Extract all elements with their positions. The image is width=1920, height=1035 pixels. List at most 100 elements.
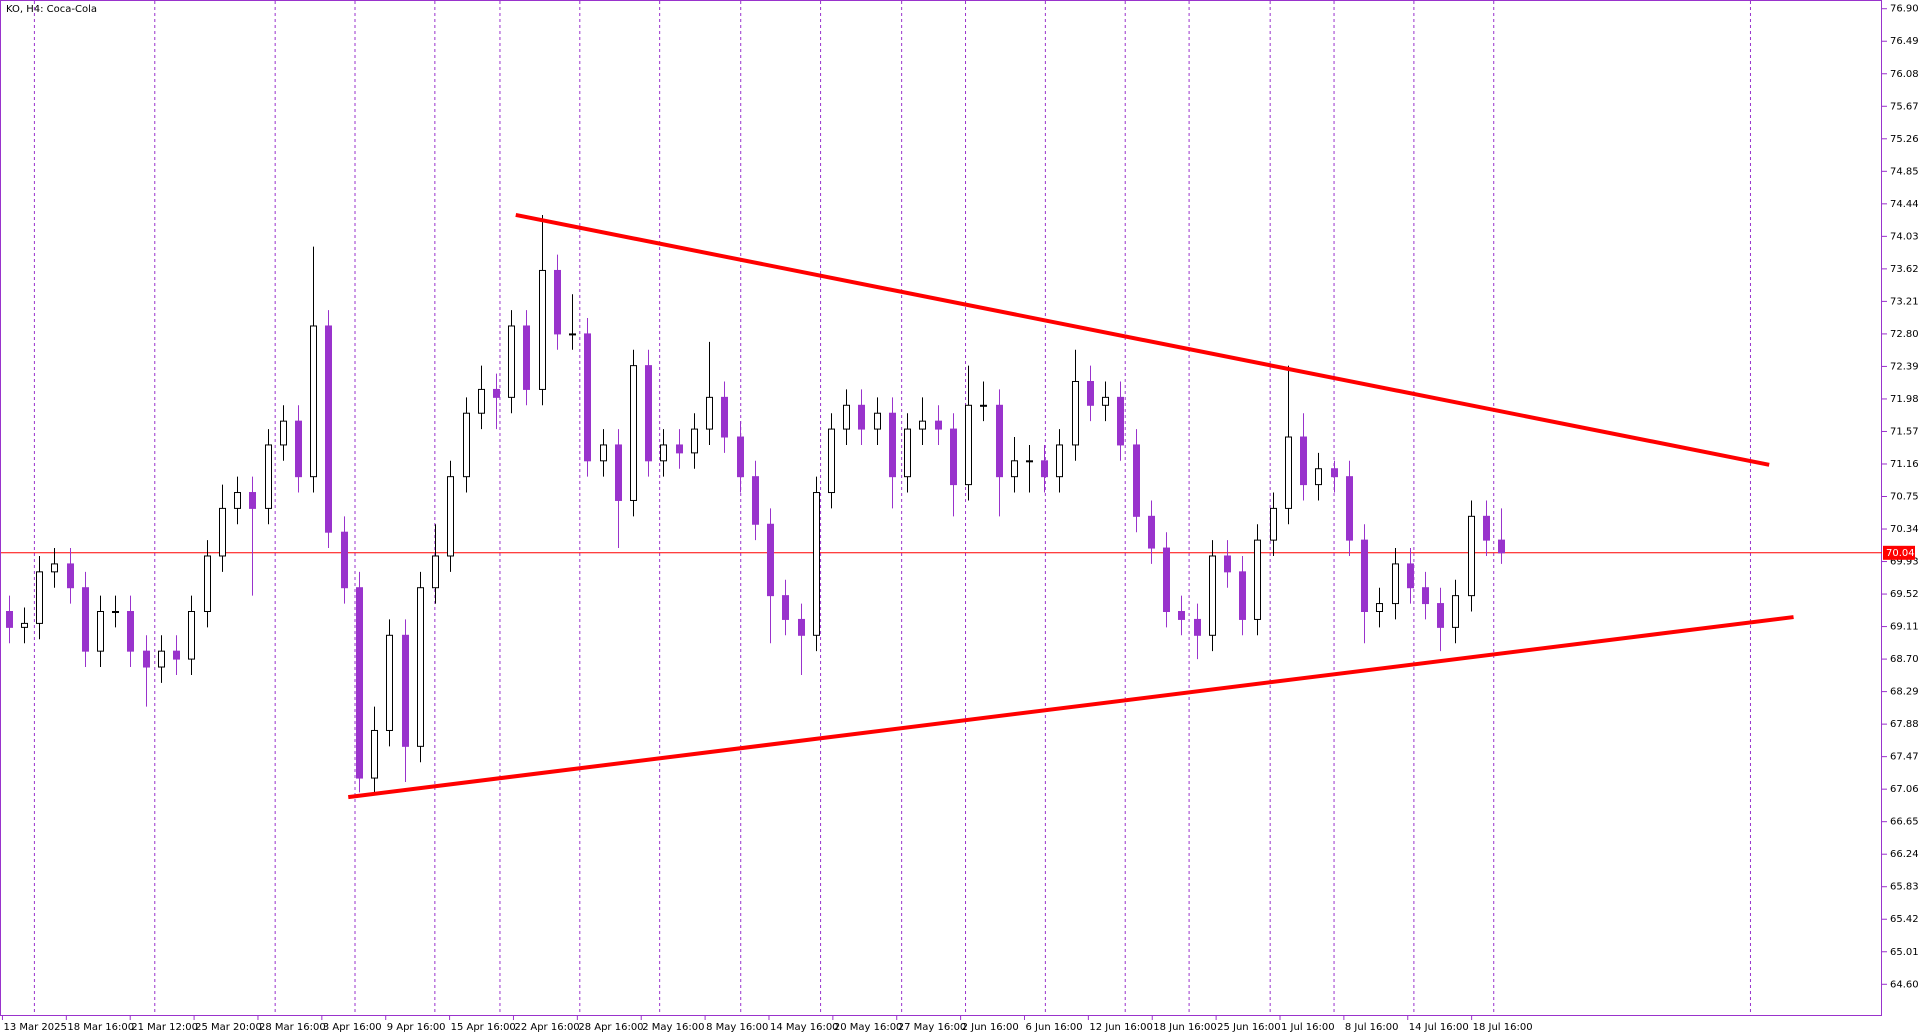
- candle-body: [996, 404, 1003, 478]
- candle-body: [1072, 380, 1079, 446]
- candle-body: [1437, 603, 1444, 628]
- candle-body: [1483, 515, 1490, 541]
- candle-body: [874, 412, 881, 430]
- candle-body: [569, 333, 576, 336]
- candle-body: [737, 436, 744, 478]
- y-tick-label: 71.98: [1890, 394, 1919, 405]
- candle-body: [965, 404, 972, 486]
- candle-body: [843, 404, 850, 430]
- candle-body: [1224, 555, 1231, 573]
- candle-body: [1056, 444, 1063, 478]
- candle-body: [600, 444, 607, 462]
- y-tick-label: 73.21: [1890, 296, 1919, 307]
- candle-body: [1254, 539, 1261, 620]
- y-tick-label: 71.57: [1890, 426, 1919, 437]
- candle-body: [1468, 515, 1475, 597]
- x-tick-label: 8 Jul 16:00: [1345, 1022, 1399, 1033]
- candle-body: [980, 404, 987, 407]
- candle-body: [584, 333, 591, 462]
- candle-body: [173, 650, 180, 660]
- x-tick-label: 25 Mar 20:00: [195, 1022, 262, 1033]
- x-tick-label: 28 Mar 16:00: [259, 1022, 326, 1033]
- y-tick-label: 67.47: [1890, 752, 1919, 763]
- x-tick-label: 2 May 16:00: [642, 1022, 704, 1033]
- x-tick-label: 18 Mar 16:00: [67, 1022, 134, 1033]
- candle-body: [1209, 555, 1216, 636]
- candle-body: [1331, 468, 1338, 478]
- y-tick-label: 64.60: [1890, 979, 1919, 990]
- x-tick-label: 14 May 16:00: [770, 1022, 839, 1033]
- candle-body: [67, 563, 74, 589]
- y-tick-label: 74.03: [1890, 231, 1919, 242]
- candle-body: [858, 404, 865, 430]
- y-tick-label: 74.44: [1890, 199, 1919, 210]
- candle-body: [386, 634, 393, 731]
- y-tick-label: 68.70: [1890, 654, 1919, 665]
- candle-body: [1026, 460, 1033, 463]
- candle-body: [1148, 515, 1155, 549]
- y-tick-label: 76.49: [1890, 36, 1919, 47]
- candle-body: [1285, 436, 1292, 509]
- current-price-label: 70.04: [1886, 548, 1915, 559]
- candle-body: [1422, 587, 1429, 605]
- candle-body: [127, 611, 134, 652]
- candle-body: [188, 611, 195, 660]
- candle-body: [950, 428, 957, 486]
- x-tick-label: 25 Jun 16:00: [1217, 1022, 1281, 1033]
- candle-body: [554, 269, 561, 335]
- candle-body: [1163, 547, 1170, 613]
- y-tick-label: 70.34: [1890, 524, 1919, 535]
- candle-body: [889, 412, 896, 478]
- y-tick-label: 75.67: [1890, 101, 1919, 112]
- candle-body: [706, 396, 713, 430]
- candle-body: [904, 428, 911, 478]
- y-tick-label: 65.42: [1890, 914, 1919, 925]
- x-tick-label: 12 Jun 16:00: [1089, 1022, 1153, 1033]
- candle-body: [1087, 380, 1094, 406]
- candle-body: [1315, 468, 1322, 486]
- candle-body: [280, 420, 287, 446]
- x-tick-label: 15 Apr 16:00: [451, 1022, 516, 1033]
- y-tick-label: 65.01: [1890, 947, 1919, 958]
- candle-body: [417, 587, 424, 747]
- x-tick-label: 2 Jun 16:00: [962, 1022, 1019, 1033]
- y-tick-label: 65.83: [1890, 882, 1919, 893]
- candle-body: [615, 444, 622, 501]
- candle-body: [691, 428, 698, 454]
- candle-body: [1133, 444, 1140, 517]
- x-tick-label: 14 Jul 16:00: [1409, 1022, 1469, 1033]
- y-tick-label: 71.16: [1890, 459, 1919, 470]
- candle-body: [402, 634, 409, 747]
- candle-body: [478, 388, 485, 414]
- candle-body: [204, 555, 211, 613]
- candle-body: [1117, 396, 1124, 446]
- trendline: [515, 212, 1770, 467]
- candle-body: [813, 492, 820, 636]
- candle-body: [1498, 539, 1505, 554]
- candle-body: [630, 365, 637, 501]
- candle-body: [1041, 460, 1048, 478]
- candle-body: [828, 428, 835, 494]
- x-tick-label: 18 Jul 16:00: [1473, 1022, 1533, 1033]
- y-tick-label: 69.52: [1890, 589, 1919, 600]
- candle-body: [356, 587, 363, 779]
- candle-body: [919, 420, 926, 430]
- candle-body: [1300, 436, 1307, 486]
- x-tick-label: 9 Apr 16:00: [387, 1022, 446, 1033]
- candle-body: [219, 507, 226, 557]
- candle-body: [767, 523, 774, 597]
- candle-body: [51, 563, 58, 573]
- y-tick-label: 66.24: [1890, 849, 1919, 860]
- x-tick-label: 21 Mar 12:00: [131, 1022, 198, 1033]
- y-tick-label: 76.08: [1890, 69, 1919, 80]
- candle-body: [1346, 476, 1353, 541]
- x-tick-label: 20 May 16:00: [834, 1022, 903, 1033]
- candle-body: [1102, 396, 1109, 406]
- candle-body: [310, 325, 317, 478]
- plot-frame: [0, 0, 1882, 1016]
- y-tick-label: 74.85: [1890, 166, 1919, 177]
- candle-body: [798, 618, 805, 636]
- chart-title: KO, H4: Coca-Cola: [6, 4, 97, 15]
- candle-body: [752, 476, 759, 525]
- candle-body: [82, 587, 89, 652]
